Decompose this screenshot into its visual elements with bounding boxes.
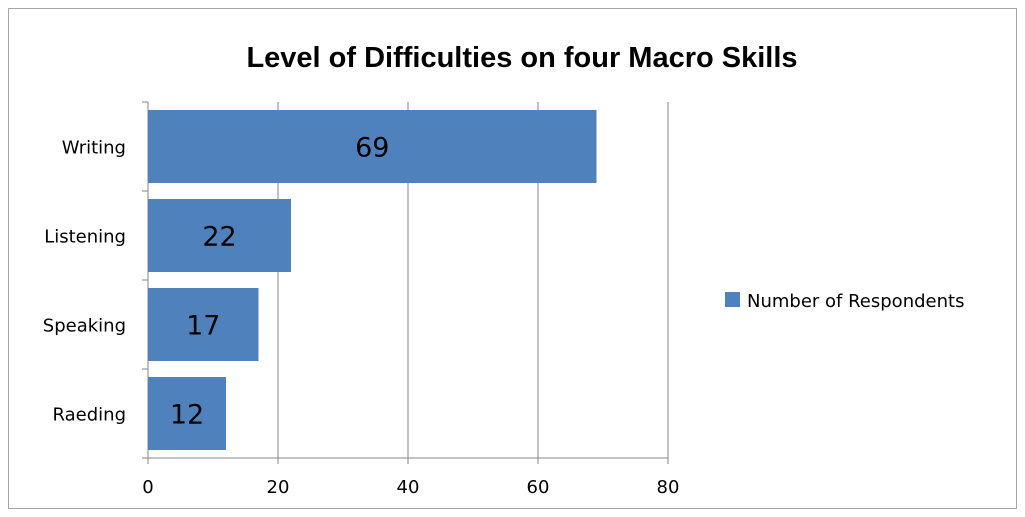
legend: Number of Respondents [725, 291, 964, 312]
x-tick-label: 80 [657, 477, 680, 498]
category-label: Speaking [43, 316, 126, 337]
bar [148, 199, 291, 272]
x-tick-label: 40 [397, 477, 420, 498]
category-label: Listening [44, 227, 126, 248]
data-label: 69 [355, 133, 389, 164]
bars: 69 22 17 12 [148, 110, 597, 450]
x-tick-label: 0 [142, 477, 153, 498]
x-tick-label: 20 [267, 477, 290, 498]
x-tick-label: 60 [527, 477, 550, 498]
data-label: 17 [186, 311, 220, 342]
bar [148, 377, 226, 450]
data-label: 22 [202, 222, 236, 253]
category-label: Writing [62, 138, 126, 159]
bar [148, 288, 259, 361]
tick-labels: 0 20 40 60 80 [142, 477, 679, 498]
data-label: 12 [170, 400, 204, 431]
category-label: Raeding [53, 405, 126, 426]
legend-swatch [725, 292, 740, 307]
legend-label: Number of Respondents [747, 291, 964, 312]
bar [148, 110, 597, 183]
chart-title: Level of Difficulties on four Macro Skil… [246, 42, 797, 74]
category-labels: Writing Listening Speaking Raeding [43, 138, 126, 426]
